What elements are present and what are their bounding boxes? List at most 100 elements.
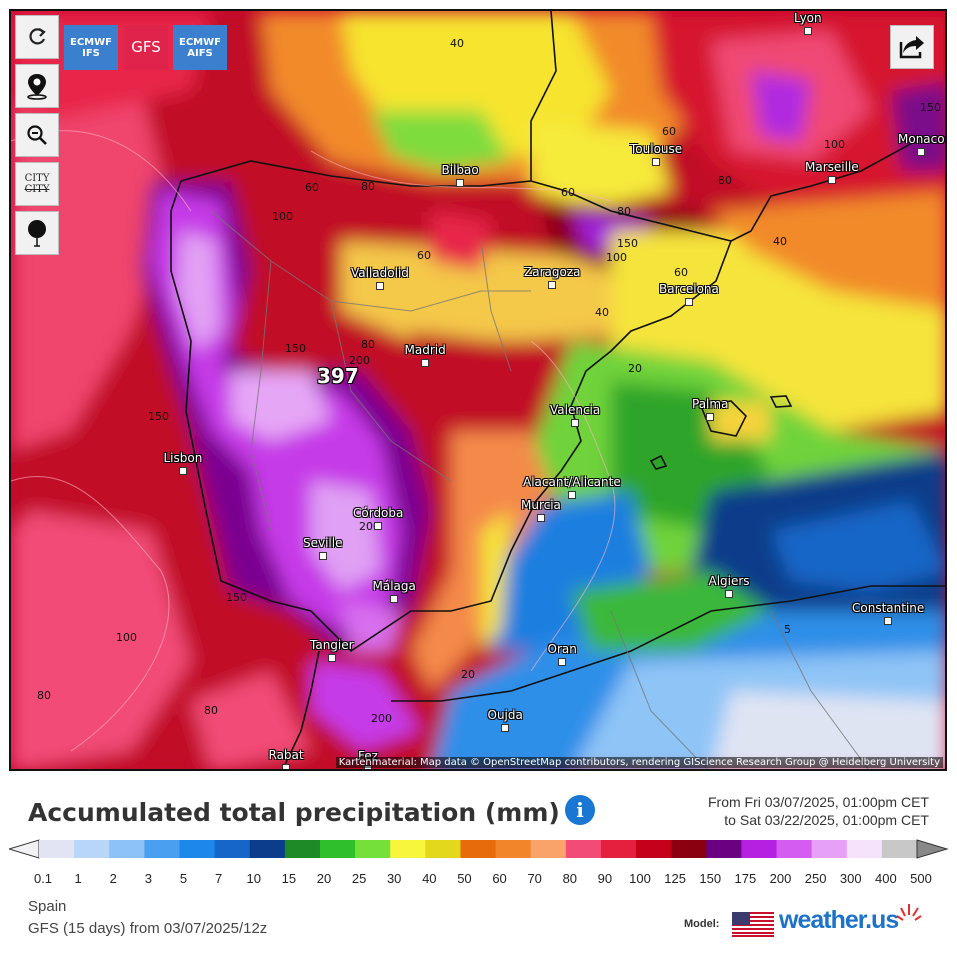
- city-marker[interactable]: Toulouse: [630, 142, 682, 166]
- info-button[interactable]: i: [565, 795, 595, 825]
- zoom-out-button[interactable]: [15, 113, 59, 157]
- city-marker[interactable]: Valladolid: [351, 266, 409, 290]
- reload-button[interactable]: [15, 15, 59, 59]
- city-dot: [282, 764, 291, 769]
- city-labels-toggle[interactable]: CITY CITY: [15, 162, 59, 206]
- city-marker[interactable]: Zaragoza: [524, 265, 580, 289]
- legend-swatch: [741, 840, 778, 858]
- period-from: From Fri 03/07/2025, 01:00pm CET: [708, 794, 929, 810]
- city-dot: [501, 724, 510, 732]
- contour-label: 150: [148, 410, 169, 423]
- legend-value: 25: [351, 871, 367, 886]
- city-marker[interactable]: Monaco: [898, 132, 945, 156]
- color-legend: [9, 839, 949, 859]
- period-to: to Sat 03/22/2025, 01:00pm CET: [724, 812, 929, 828]
- legend-swatch: [530, 840, 567, 858]
- contour-label: 100: [272, 210, 293, 223]
- city-name: Tangier: [310, 638, 354, 652]
- weather-us-logo[interactable]: weather.us: [779, 906, 899, 935]
- city-dot: [571, 419, 580, 427]
- refresh-icon: [29, 28, 46, 45]
- contour-label: 20: [628, 362, 642, 375]
- city-marker[interactable]: Algiers: [709, 574, 750, 598]
- legend-value: 175: [734, 871, 757, 886]
- city-dot: [803, 27, 812, 35]
- city-dot: [567, 491, 576, 499]
- city-marker[interactable]: Córdoba: [353, 506, 403, 530]
- contour-label: 40: [595, 306, 609, 319]
- legend-swatch: [425, 840, 461, 858]
- model-ecmwf-ifs-label: ECMWF IFS: [70, 36, 112, 59]
- model-run-label: GFS (15 days) from 03/07/2025/12z: [28, 920, 268, 937]
- model-ecmwf-aifs-button[interactable]: ECMWF AIFS: [173, 25, 227, 70]
- contour-label: 80: [617, 205, 631, 218]
- city-marker[interactable]: Oujda: [488, 708, 523, 732]
- legend-swatch: [249, 840, 286, 858]
- city-dot: [917, 148, 926, 156]
- city-marker[interactable]: Seville: [303, 536, 343, 560]
- city-name: Córdoba: [353, 506, 404, 520]
- map-attribution[interactable]: Kartenmaterial: Map data © OpenStreetMap…: [335, 757, 943, 768]
- contour-label: 60: [674, 266, 688, 279]
- sun-rays-icon: [896, 904, 922, 921]
- city-marker[interactable]: Constantine: [852, 601, 924, 625]
- city-marker[interactable]: Murcia: [521, 498, 561, 522]
- contour-label: 80: [204, 704, 218, 717]
- legend-value: 40: [422, 871, 437, 886]
- city-dot: [652, 158, 661, 166]
- marker-button[interactable]: [15, 211, 59, 255]
- city-dot: [684, 298, 693, 306]
- legend-value: 1: [74, 871, 82, 886]
- legend-arrow-low: [9, 839, 40, 859]
- city-marker[interactable]: Barcelona: [659, 282, 719, 306]
- city-name: Lyon: [794, 11, 822, 25]
- city-marker[interactable]: Oran: [548, 642, 577, 666]
- city-name: Palma: [692, 397, 729, 411]
- legend-value: 20: [316, 871, 332, 886]
- city-marker[interactable]: Alacant/Alicante: [523, 475, 621, 499]
- legend-swatch: [565, 840, 602, 858]
- contour-label: 150: [285, 342, 306, 355]
- city-marker[interactable]: Madrid: [405, 343, 446, 367]
- contour-label: 200: [371, 712, 392, 725]
- legend-value: 2: [109, 871, 117, 886]
- contour-label: 150: [920, 101, 941, 114]
- city-dot: [318, 552, 327, 560]
- city-marker[interactable]: Tangier: [310, 638, 354, 662]
- legend-value: 60: [492, 871, 507, 886]
- city-dot: [178, 467, 187, 475]
- legend-value: 5: [179, 871, 188, 886]
- city-marker[interactable]: Lisbon: [163, 451, 203, 475]
- legend-value: 300: [839, 871, 862, 886]
- model-gfs-button[interactable]: GFS: [124, 25, 168, 70]
- legend-value: 90: [597, 871, 613, 886]
- share-button[interactable]: [890, 25, 934, 69]
- legend-value: 7: [214, 871, 223, 886]
- city-marker[interactable]: Bilbao: [442, 163, 479, 187]
- legend-swatch: [600, 840, 637, 858]
- city-marker[interactable]: Valencia: [550, 403, 600, 427]
- region-label: Spain: [28, 898, 67, 915]
- city-marker[interactable]: Lyon: [794, 11, 822, 35]
- city-marker[interactable]: Rabat: [269, 748, 304, 769]
- city-dot: [725, 590, 734, 598]
- city-dot: [706, 413, 715, 421]
- forecast-period: From Fri 03/07/2025, 01:00pm CET to Sat …: [708, 793, 929, 829]
- legend-swatch: [671, 840, 707, 858]
- precipitation-map[interactable]: ECMWF IFS GFS ECMWF AIFS CITY CITY 40 60 10…: [9, 9, 947, 771]
- city-name: Lisbon: [163, 451, 203, 465]
- model-ecmwf-ifs-button[interactable]: ECMWF IFS: [64, 25, 118, 70]
- legend-swatch: [881, 840, 918, 858]
- city-marker[interactable]: Málaga: [373, 579, 416, 603]
- city-marker[interactable]: Palma: [692, 397, 728, 421]
- model-gfs-label: GFS: [131, 38, 161, 56]
- contour-label: 80: [361, 180, 375, 193]
- city-dot: [558, 658, 567, 666]
- location-button[interactable]: [15, 64, 59, 108]
- city-marker[interactable]: Marseille: [805, 160, 859, 184]
- legend-swatch: [776, 840, 813, 858]
- city-name: Constantine: [852, 601, 925, 615]
- city-name: Madrid: [404, 343, 446, 357]
- legend-swatch: [144, 840, 180, 858]
- city-dot: [375, 282, 384, 290]
